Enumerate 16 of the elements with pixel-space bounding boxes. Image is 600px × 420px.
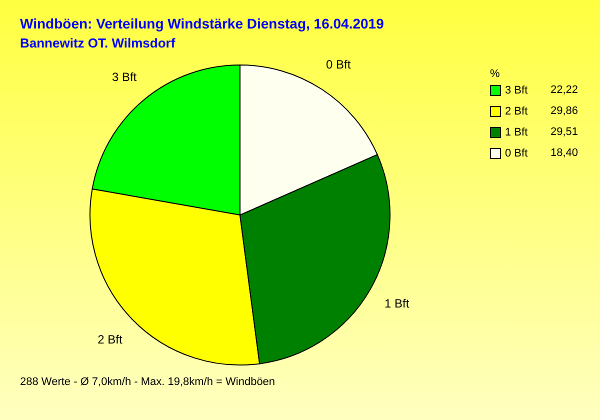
slice-label: 0 Bft	[326, 57, 352, 72]
chart-title: Windböen: Verteilung Windstärke Dienstag, 16.04.2019	[20, 15, 384, 32]
slice-label: 1 Bft	[384, 296, 410, 310]
chart-subtitle: Bannewitz OT. Wilmsdorf	[20, 35, 176, 50]
legend-label: 3 Bft	[505, 84, 528, 96]
data-label: 29,86	[550, 105, 578, 117]
slice-label: 2 Bft	[98, 332, 123, 346]
data-label: 18,40	[550, 147, 578, 159]
legend-label: 0 Bft	[505, 148, 528, 160]
legend-label: 2 Bft	[505, 106, 528, 118]
text: 288 Werte - Ø 7,0km/h - Max. 19,8km/h = Windböen	[20, 376, 276, 388]
data-label: 22,22	[550, 84, 578, 96]
legend-title: %	[490, 68, 500, 80]
slice-label: 3 Bft	[112, 70, 138, 84]
legend-label: 1 Bft	[505, 126, 528, 138]
data-label: 29,51	[550, 126, 578, 138]
